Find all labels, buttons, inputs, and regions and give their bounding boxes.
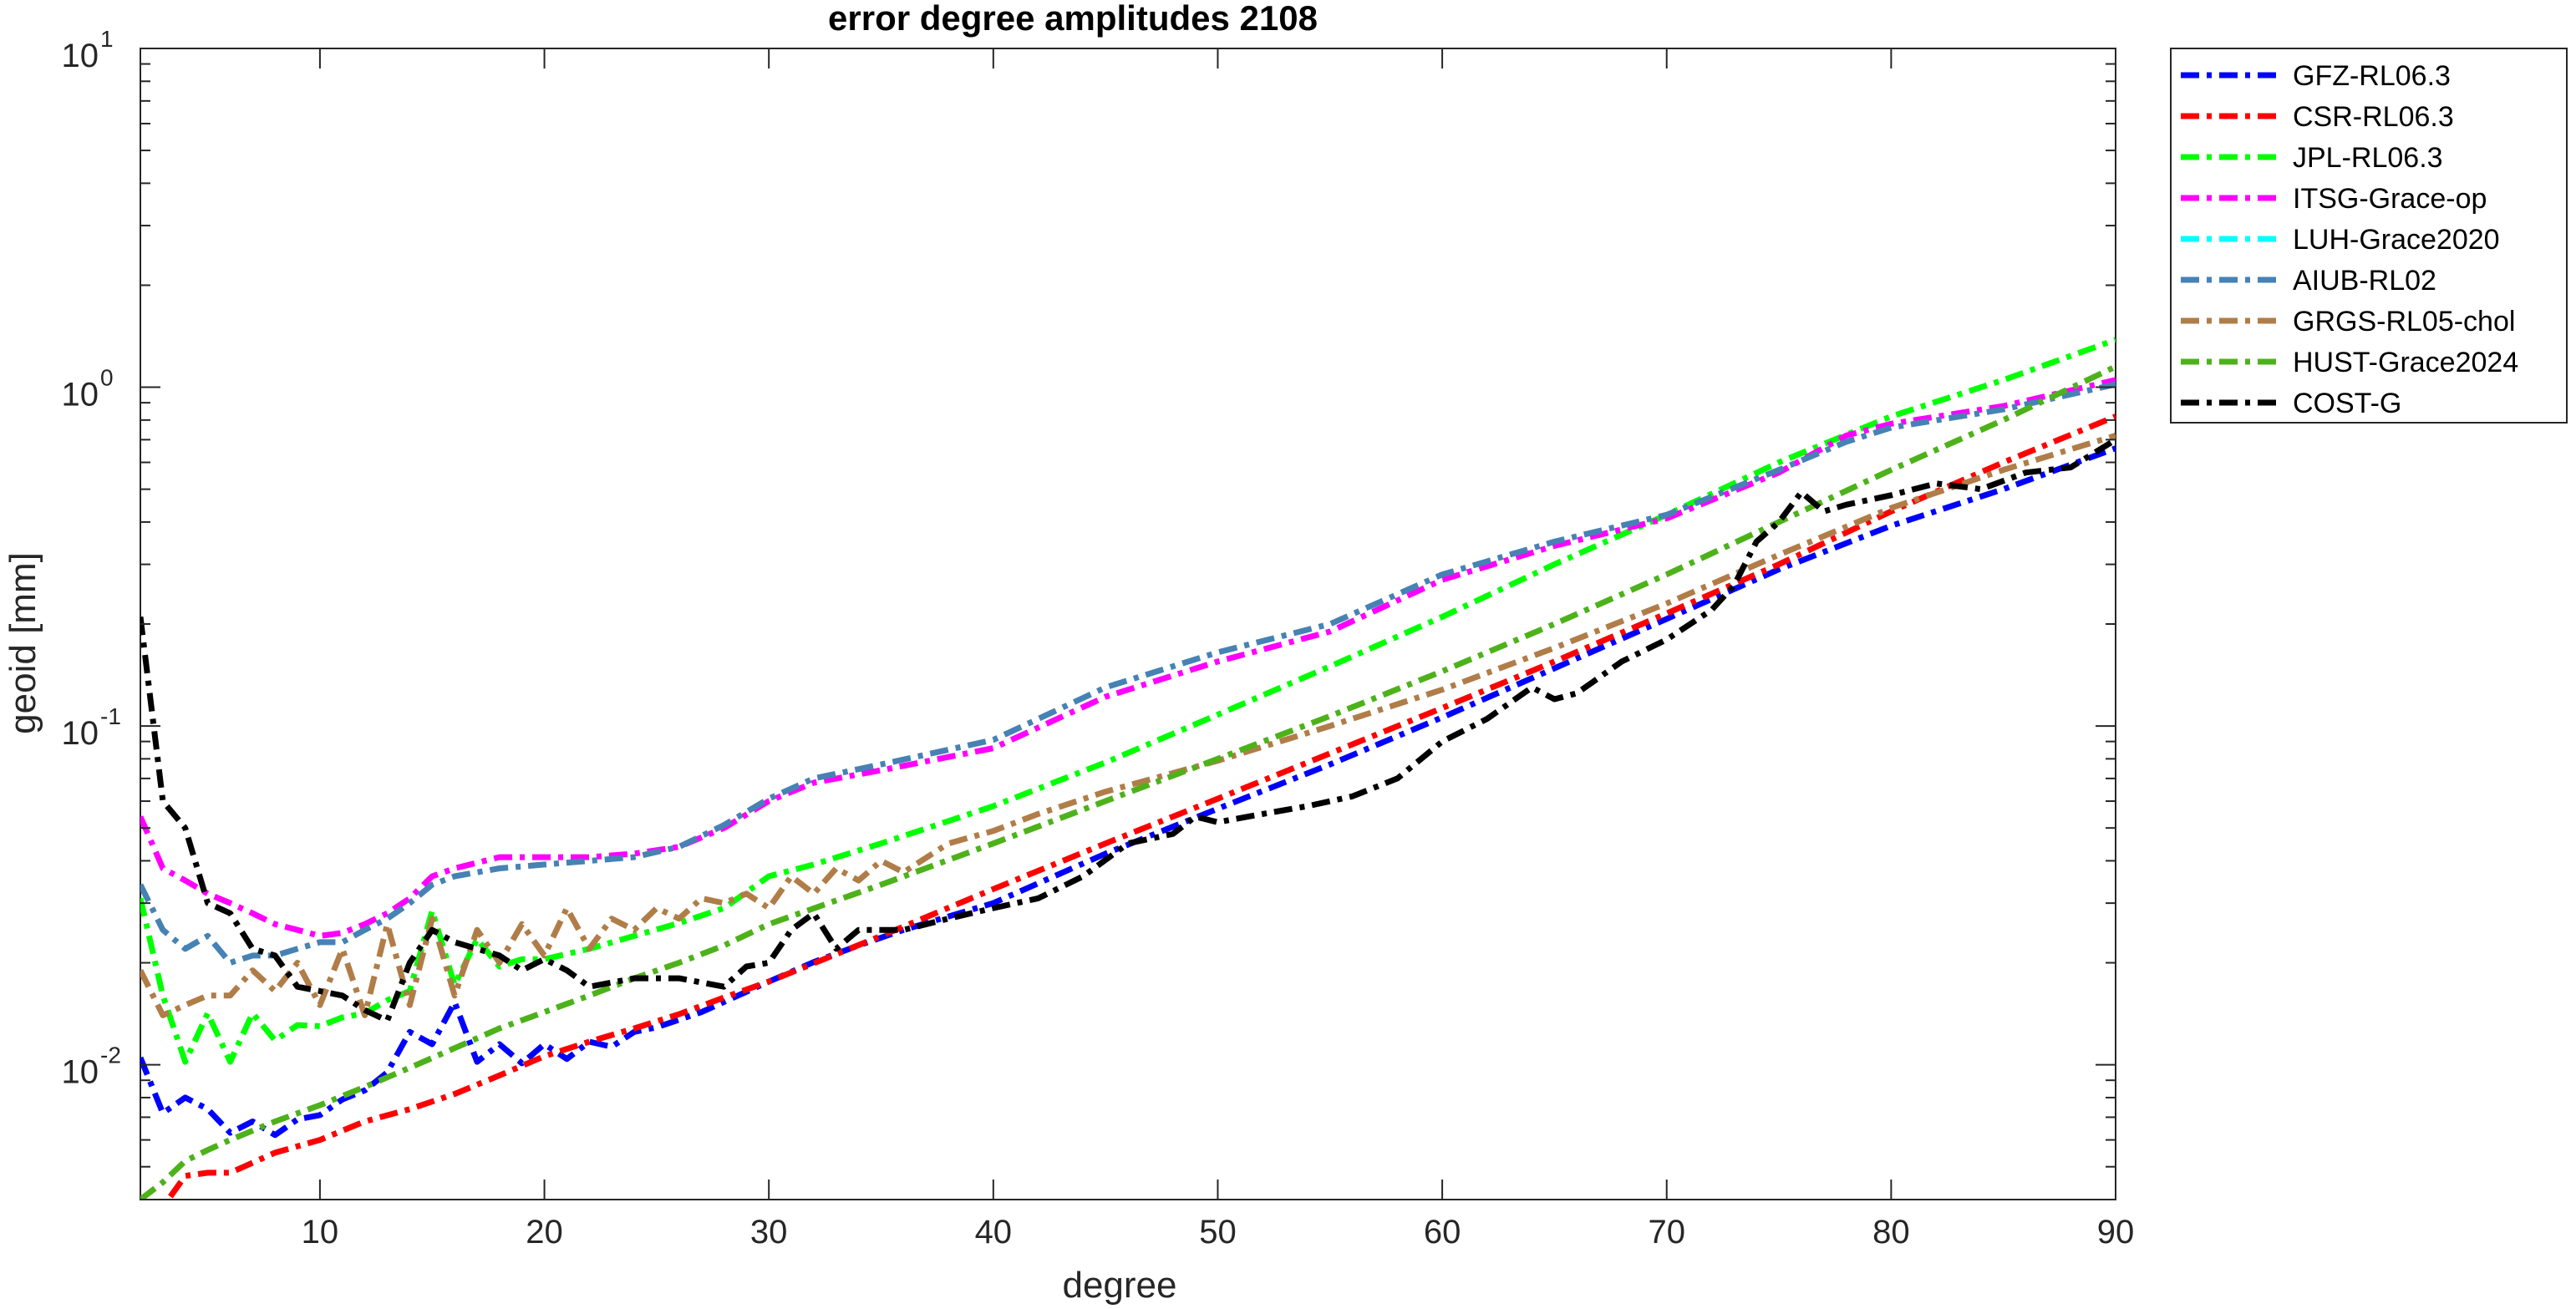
x-tick-label: 40 bbox=[975, 1214, 1013, 1251]
plot-area bbox=[140, 48, 2116, 1200]
legend: GFZ-RL06.3 CSR-RL06.3 JPL-RL06.3 ITSG-Grace… bbox=[2170, 48, 2568, 424]
x-tick-label: 70 bbox=[1648, 1214, 1685, 1251]
legend-item: AIUB-RL02 bbox=[2181, 265, 2436, 297]
chart-title: error degree amplitudes 2108 bbox=[828, 0, 1318, 38]
y-tick-label: 10 bbox=[62, 1054, 99, 1091]
x-tick-label: 20 bbox=[526, 1214, 563, 1251]
legend-item: CSR-RL06.3 bbox=[2181, 101, 2454, 133]
legend-items: GFZ-RL06.3 CSR-RL06.3 JPL-RL06.3 ITSG-Grace… bbox=[2181, 60, 2518, 419]
x-tick-label: 50 bbox=[1199, 1214, 1237, 1251]
series-line-csr-rl06-3 bbox=[165, 414, 2116, 1200]
legend-item: LUH-Grace2020 bbox=[2181, 224, 2500, 256]
y-tick-exponent: 0 bbox=[100, 365, 114, 391]
y-tick-label: 10 bbox=[62, 715, 99, 752]
legend-label: CSR-RL06.3 bbox=[2293, 101, 2454, 133]
y-tick-label: 10 bbox=[62, 377, 99, 414]
x-tick-label: 10 bbox=[302, 1214, 339, 1251]
y-tick-exponent: 1 bbox=[100, 26, 114, 52]
series-line-itsg-grace-op bbox=[140, 377, 2116, 939]
y-tick-exponent: -1 bbox=[100, 703, 121, 729]
series-line-hust-grace2024 bbox=[140, 363, 2116, 1200]
legend-label: GFZ-RL06.3 bbox=[2293, 60, 2451, 92]
series-line-gfz-rl06-3 bbox=[140, 445, 2116, 1139]
legend-label: ITSG-Grace-op bbox=[2293, 183, 2487, 215]
legend-item: HUST-Grace2024 bbox=[2181, 347, 2518, 378]
legend-item: GFZ-RL06.3 bbox=[2181, 60, 2451, 92]
legend-label: GRGS-RL05-chol bbox=[2293, 306, 2515, 337]
x-tick-label: 80 bbox=[1872, 1214, 1910, 1251]
y-axis-label: geoid [mm] bbox=[3, 552, 43, 734]
legend-label: HUST-Grace2024 bbox=[2293, 347, 2518, 378]
legend-item: COST-G bbox=[2181, 388, 2401, 419]
series-layer bbox=[140, 337, 2116, 1200]
y-tick-label: 10 bbox=[62, 38, 99, 74]
x-axis-label: degree bbox=[1062, 1265, 1176, 1306]
legend-label: AIUB-RL02 bbox=[2293, 265, 2436, 297]
x-tick-label: 30 bbox=[750, 1214, 788, 1251]
legend-item: GRGS-RL05-chol bbox=[2181, 306, 2515, 337]
series-line-jpl-rl06-3 bbox=[140, 337, 2116, 1065]
legend-item: ITSG-Grace-op bbox=[2181, 183, 2487, 215]
legend-label: LUH-Grace2020 bbox=[2293, 224, 2500, 256]
x-tick-label: 60 bbox=[1424, 1214, 1461, 1251]
legend-label: COST-G bbox=[2293, 388, 2401, 419]
y-tick-exponent: -2 bbox=[100, 1043, 121, 1068]
series-line-cost-g bbox=[140, 437, 2116, 1024]
legend-label: JPL-RL06.3 bbox=[2293, 142, 2443, 174]
legend-item: JPL-RL06.3 bbox=[2181, 142, 2443, 174]
x-tick-label: 90 bbox=[2097, 1214, 2135, 1251]
